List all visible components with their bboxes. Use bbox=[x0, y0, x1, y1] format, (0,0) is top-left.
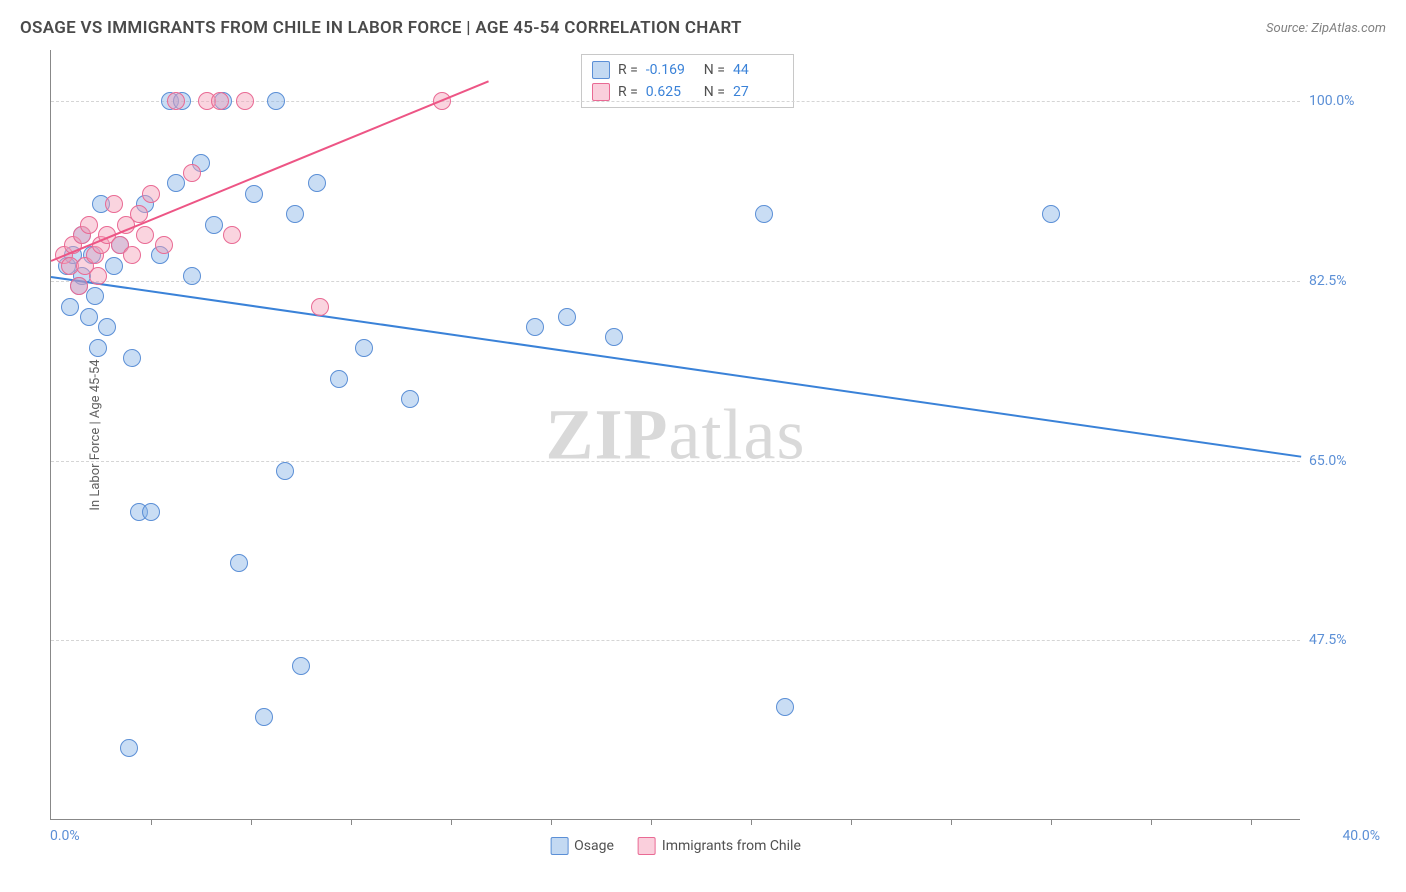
data-point bbox=[142, 185, 160, 203]
stat-n-label: N = bbox=[704, 62, 725, 78]
data-point bbox=[276, 462, 294, 480]
data-point bbox=[105, 257, 123, 275]
stat-r-value: -0.169 bbox=[646, 62, 696, 78]
data-point bbox=[267, 92, 285, 110]
data-point bbox=[308, 174, 326, 192]
stats-row: R = 0.625 N = 27 bbox=[592, 81, 783, 103]
x-axis-max-label: 40.0% bbox=[1342, 828, 1380, 844]
data-point bbox=[167, 174, 185, 192]
data-point bbox=[286, 205, 304, 223]
data-point bbox=[605, 328, 623, 346]
data-point bbox=[255, 708, 273, 726]
data-point bbox=[89, 339, 107, 357]
data-point bbox=[236, 92, 254, 110]
data-point bbox=[292, 657, 310, 675]
data-point bbox=[123, 349, 141, 367]
legend-label: Osage bbox=[574, 838, 614, 854]
x-tick bbox=[551, 819, 552, 825]
stat-n-value: 27 bbox=[733, 84, 783, 100]
data-point bbox=[330, 370, 348, 388]
x-tick bbox=[1051, 819, 1052, 825]
data-point bbox=[311, 298, 329, 316]
stat-r-label: R = bbox=[618, 84, 638, 100]
x-tick bbox=[251, 819, 252, 825]
data-point bbox=[155, 236, 173, 254]
gridline bbox=[51, 281, 1300, 282]
data-point bbox=[526, 318, 544, 336]
gridline bbox=[51, 640, 1300, 641]
data-point bbox=[80, 308, 98, 326]
data-point bbox=[120, 739, 138, 757]
data-point bbox=[183, 267, 201, 285]
data-point bbox=[89, 267, 107, 285]
data-point bbox=[86, 287, 104, 305]
data-point bbox=[401, 390, 419, 408]
stat-n-value: 44 bbox=[733, 62, 783, 78]
stat-r-value: 0.625 bbox=[646, 84, 696, 100]
data-point bbox=[142, 503, 160, 521]
data-point bbox=[776, 698, 794, 716]
data-point bbox=[211, 92, 229, 110]
swatch-icon bbox=[592, 61, 610, 79]
swatch-icon bbox=[638, 837, 656, 855]
chart-title: OSAGE VS IMMIGRANTS FROM CHILE IN LABOR … bbox=[20, 18, 742, 38]
stat-n-label: N = bbox=[704, 84, 725, 100]
stat-r-label: R = bbox=[618, 62, 638, 78]
y-tick-label: 65.0% bbox=[1309, 453, 1347, 469]
trend-line bbox=[51, 276, 1301, 458]
data-point bbox=[98, 318, 116, 336]
source-attribution: Source: ZipAtlas.com bbox=[1266, 21, 1386, 36]
data-point bbox=[123, 246, 141, 264]
x-tick bbox=[151, 819, 152, 825]
plot-area: ZIPatlas R =-0.169N =44R =0.625N =27 Osa… bbox=[50, 50, 1300, 820]
data-point bbox=[245, 185, 263, 203]
data-point bbox=[558, 308, 576, 326]
x-tick bbox=[751, 819, 752, 825]
x-tick bbox=[951, 819, 952, 825]
data-point bbox=[755, 205, 773, 223]
data-point bbox=[1042, 205, 1060, 223]
x-axis-min-label: 0.0% bbox=[50, 828, 80, 844]
y-tick-label: 47.5% bbox=[1309, 632, 1347, 648]
stats-row: R = -0.169 N = 44 bbox=[592, 59, 783, 81]
data-point bbox=[183, 164, 201, 182]
x-tick bbox=[451, 819, 452, 825]
legend-label: Immigrants from Chile bbox=[662, 838, 801, 854]
data-point bbox=[355, 339, 373, 357]
watermark: ZIPatlas bbox=[546, 393, 806, 476]
series-legend: Osage Immigrants from Chile bbox=[550, 837, 801, 855]
gridline bbox=[51, 461, 1300, 462]
data-point bbox=[230, 554, 248, 572]
stats-legend-box: R = -0.169 N = 44 R = 0.625 N = 27 bbox=[581, 54, 794, 108]
y-tick-label: 82.5% bbox=[1309, 273, 1347, 289]
x-tick bbox=[1151, 819, 1152, 825]
x-tick bbox=[1251, 819, 1252, 825]
data-point bbox=[223, 226, 241, 244]
data-point bbox=[167, 92, 185, 110]
data-point bbox=[61, 298, 79, 316]
chart-container: In Labor Force | Age 45-54 ZIPatlas R =-… bbox=[50, 50, 1380, 820]
x-tick bbox=[851, 819, 852, 825]
legend-item: Osage bbox=[550, 837, 614, 855]
x-tick bbox=[351, 819, 352, 825]
data-point bbox=[105, 195, 123, 213]
data-point bbox=[80, 216, 98, 234]
data-point bbox=[136, 226, 154, 244]
y-tick-label: 100.0% bbox=[1309, 93, 1354, 109]
data-point bbox=[70, 277, 88, 295]
swatch-icon bbox=[550, 837, 568, 855]
swatch-icon bbox=[592, 83, 610, 101]
x-tick bbox=[651, 819, 652, 825]
legend-item: Immigrants from Chile bbox=[638, 837, 801, 855]
data-point bbox=[205, 216, 223, 234]
